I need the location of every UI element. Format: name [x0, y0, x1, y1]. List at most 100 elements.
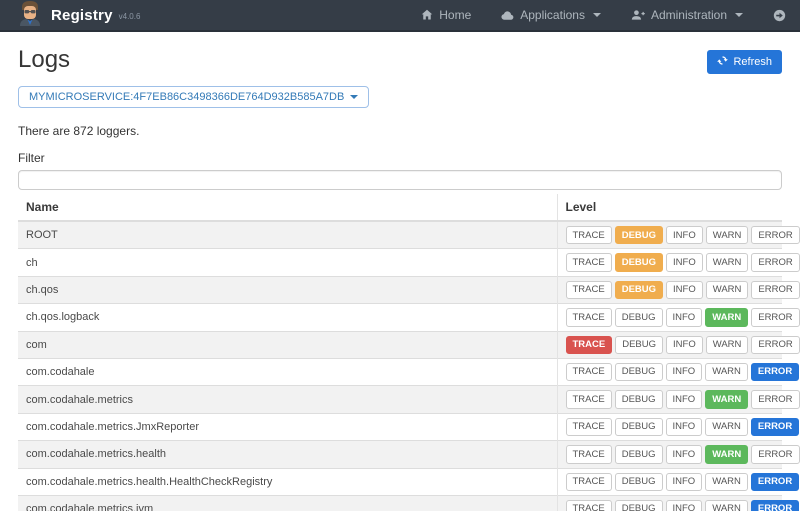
logger-name: ch	[18, 248, 557, 277]
level-button-info[interactable]: INFO	[666, 253, 703, 272]
level-button-error[interactable]: ERROR	[751, 226, 800, 245]
level-button-debug[interactable]: DEBUG	[614, 308, 663, 327]
level-button-trace[interactable]: TRACE	[565, 499, 612, 511]
level-button-trace[interactable]: TRACE	[565, 226, 612, 245]
level-button-debug[interactable]: DEBUG	[615, 335, 664, 354]
level-button-info[interactable]: INFO	[665, 499, 703, 511]
level-button-info[interactable]: INFO	[665, 362, 703, 382]
level-button-debug[interactable]: DEBUG	[614, 253, 664, 272]
nav-item-signout[interactable]	[773, 9, 786, 22]
level-cell: TRACE DEBUG INFO WARN ERROR	[556, 440, 800, 469]
chevron-down-icon	[735, 13, 743, 17]
level-button-error[interactable]: ERROR	[751, 445, 800, 464]
level-button-trace[interactable]: TRACE	[565, 253, 612, 272]
level-button-error[interactable]: ERROR	[750, 417, 800, 437]
table-row: ch.qos TRACE DEBUG INFO WARN ERROR	[18, 275, 800, 304]
level-cell: TRACE DEBUG INFO WARN ERROR	[556, 330, 800, 359]
logger-name: com.codahale.metrics.health.HealthCheckR…	[18, 467, 557, 496]
level-button-warn[interactable]: WARN	[705, 280, 749, 300]
level-button-error[interactable]: ERROR	[751, 390, 800, 409]
table-row: com.codahale.metrics.health TRACE DEBUG INF…	[18, 440, 800, 469]
level-button-error[interactable]: ERROR	[751, 280, 800, 300]
table-row: com TRACE DEBUG INFO WARN ERROR	[18, 330, 800, 359]
nav-item-administration[interactable]: Administration	[631, 8, 743, 22]
level-button-debug[interactable]: DEBUG	[614, 445, 663, 464]
level-button-trace[interactable]: TRACE	[565, 308, 612, 327]
level-cell: TRACE DEBUG INFO WARN ERROR	[556, 303, 800, 332]
chevron-down-icon	[592, 13, 601, 17]
level-button-error[interactable]: ERROR	[751, 335, 800, 354]
level-button-error[interactable]: ERROR	[751, 253, 800, 272]
level-cell: TRACE DEBUG INFO WARN ERROR	[556, 275, 800, 304]
level-button-trace[interactable]: TRACE	[565, 335, 613, 354]
table-row: ROOT TRACE DEBUG INFO WARN ERROR	[18, 220, 800, 249]
level-button-info[interactable]: INFO	[665, 417, 703, 437]
table-row: ch.qos.logback TRACE DEBUG INFO WARN ERROR	[18, 303, 800, 332]
level-button-error[interactable]: ERROR	[750, 499, 800, 511]
filter-input[interactable]	[18, 170, 782, 190]
loggers-table: Name Level ROOT TRACE DEBUG INFO WARN ERROR ch…	[18, 194, 800, 511]
refresh-button[interactable]: Refresh	[707, 50, 782, 74]
table-row: com.codahale.metrics TRACE DEBUG INFO WARN ER…	[18, 385, 800, 414]
level-button-warn[interactable]: WARN	[705, 390, 749, 409]
nav-item-home[interactable]: Home	[421, 8, 471, 22]
level-button-debug[interactable]: DEBUG	[614, 472, 663, 491]
level-button-info[interactable]: INFO	[665, 390, 703, 409]
brand-home-link[interactable]: Registry v4.0.6	[18, 0, 140, 31]
level-cell: TRACE DEBUG INFO WARN ERROR	[556, 494, 800, 511]
level-button-debug[interactable]: DEBUG	[614, 499, 663, 511]
brand-name: Registry	[51, 6, 113, 24]
nav-item-applications[interactable]: Applications	[501, 8, 601, 22]
table-row: com.codahale.metrics.health.HealthCheckR…	[18, 467, 800, 496]
main-content: Logs Refresh MYMICROSERVICE:4F7EB86C3498…	[0, 32, 800, 511]
logger-name: com.codahale.metrics.health	[18, 440, 557, 469]
level-button-info[interactable]: INFO	[665, 308, 703, 327]
logger-name: com.codahale.metrics.jvm	[18, 494, 557, 511]
level-button-debug[interactable]: DEBUG	[614, 280, 664, 300]
level-button-error[interactable]: ERROR	[751, 308, 800, 327]
level-button-warn[interactable]: WARN	[705, 472, 748, 491]
level-button-info[interactable]: INFO	[666, 280, 703, 300]
filter-label: Filter	[18, 151, 45, 165]
service-selector-dropdown[interactable]: MYMICROSERVICE:4F7EB86C3498366DE764D932B…	[18, 86, 370, 108]
level-button-debug[interactable]: DEBUG	[614, 417, 663, 437]
level-button-trace[interactable]: TRACE	[565, 362, 612, 382]
registry-logo-avatar	[18, 0, 42, 31]
column-header-name: Name	[18, 194, 557, 222]
level-button-trace[interactable]: TRACE	[565, 390, 612, 409]
level-button-warn[interactable]: WARN	[705, 308, 749, 327]
level-cell: TRACE DEBUG INFO WARN ERROR	[556, 385, 800, 414]
level-button-error[interactable]: ERROR	[750, 472, 800, 491]
level-button-warn[interactable]: WARN	[705, 226, 749, 245]
sign-out-icon	[773, 9, 786, 22]
level-button-debug[interactable]: DEBUG	[614, 226, 664, 245]
level-cell: TRACE DEBUG INFO WARN ERROR	[556, 248, 800, 277]
cloud-icon	[501, 10, 514, 21]
brand-version: v4.0.6	[118, 12, 141, 21]
logger-name: com.codahale.metrics.JmxReporter	[18, 412, 557, 441]
home-icon	[421, 9, 433, 21]
level-button-info[interactable]: INFO	[665, 472, 703, 491]
table-row: com.codahale TRACE DEBUG INFO WARN ERROR	[18, 357, 800, 386]
level-button-warn[interactable]: WARN	[705, 417, 748, 437]
level-button-warn[interactable]: WARN	[705, 445, 749, 464]
level-button-trace[interactable]: TRACE	[565, 417, 612, 437]
level-button-warn[interactable]: WARN	[705, 499, 748, 511]
level-button-trace[interactable]: TRACE	[565, 445, 612, 464]
level-cell: TRACE DEBUG INFO WARN ERROR	[556, 412, 800, 441]
level-button-trace[interactable]: TRACE	[565, 280, 612, 300]
page-title: Logs	[18, 46, 71, 73]
level-button-debug[interactable]: DEBUG	[614, 390, 663, 409]
level-button-warn[interactable]: WARN	[705, 253, 749, 272]
refresh-icon	[717, 55, 729, 69]
table-row: ch TRACE DEBUG INFO WARN ERROR	[18, 248, 800, 277]
level-button-debug[interactable]: DEBUG	[614, 362, 663, 382]
level-button-info[interactable]: INFO	[666, 226, 703, 245]
level-cell: TRACE DEBUG INFO WARN ERROR	[556, 357, 800, 386]
level-button-warn[interactable]: WARN	[705, 362, 748, 382]
level-button-info[interactable]: INFO	[665, 445, 703, 464]
level-button-warn[interactable]: WARN	[705, 335, 749, 354]
level-button-info[interactable]: INFO	[666, 335, 703, 354]
level-button-trace[interactable]: TRACE	[565, 472, 612, 491]
level-button-error[interactable]: ERROR	[750, 362, 800, 382]
